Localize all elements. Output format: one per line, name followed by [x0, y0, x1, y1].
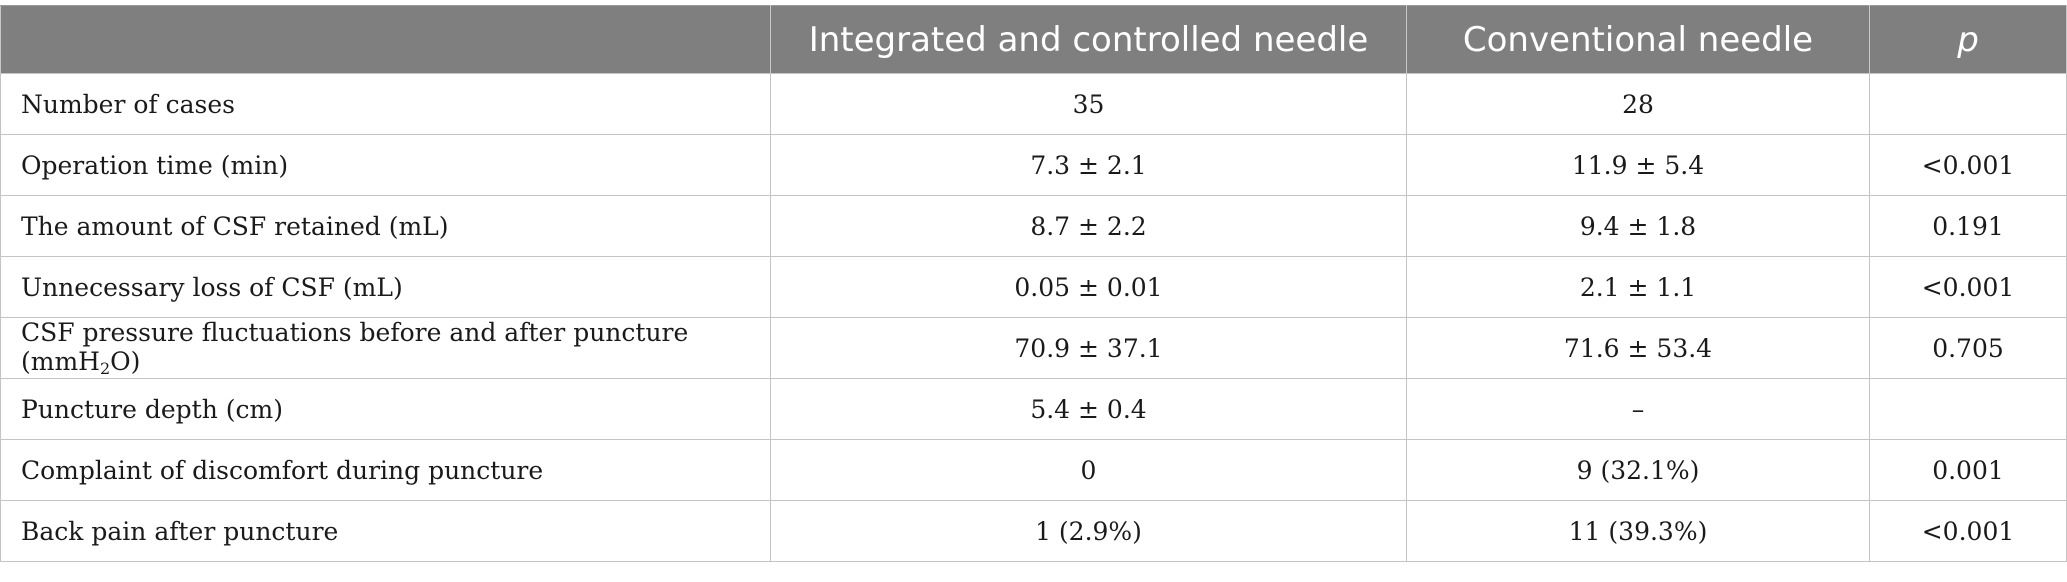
- header-cell-integrated: Integrated and controlled needle: [770, 5, 1407, 74]
- comparison-table: Integrated and controlled needle Convent…: [0, 5, 2067, 562]
- cell-integrated: 35: [770, 73, 1407, 135]
- table-row: The amount of CSF retained (mL) 8.7 ± 2.…: [0, 195, 2067, 257]
- header-row: Integrated and controlled needle Convent…: [0, 5, 2067, 74]
- cell-p: [1869, 378, 2067, 440]
- cell-integrated: 0.05 ± 0.01: [770, 256, 1407, 318]
- cell-conventional: 9.4 ± 1.8: [1406, 195, 1870, 257]
- cell-p: [1869, 73, 2067, 135]
- row-label: Complaint of discomfort during puncture: [0, 439, 771, 501]
- header-cell-label: [0, 5, 771, 74]
- row-label-post: O): [110, 347, 141, 376]
- table-row: Puncture depth (cm) 5.4 ± 0.4 –: [0, 378, 2067, 440]
- table-row: Complaint of discomfort during puncture …: [0, 439, 2067, 501]
- cell-integrated: 7.3 ± 2.1: [770, 134, 1407, 196]
- cell-integrated: 1 (2.9%): [770, 500, 1407, 562]
- cell-conventional: 28: [1406, 73, 1870, 135]
- cell-p: 0.705: [1869, 317, 2067, 379]
- table-row: Number of cases 35 28: [0, 73, 2067, 135]
- cell-conventional: 11.9 ± 5.4: [1406, 134, 1870, 196]
- cell-conventional: 11 (39.3%): [1406, 500, 1870, 562]
- cell-p: <0.001: [1869, 134, 2067, 196]
- cell-p: <0.001: [1869, 500, 2067, 562]
- cell-p: 0.001: [1869, 439, 2067, 501]
- row-label: Operation time (min): [0, 134, 771, 196]
- table-row: Unnecessary loss of CSF (mL) 0.05 ± 0.01…: [0, 256, 2067, 318]
- table-row: CSF pressure fluctuations before and aft…: [0, 317, 2067, 379]
- row-label: The amount of CSF retained (mL): [0, 195, 771, 257]
- row-label: Back pain after puncture: [0, 500, 771, 562]
- header-cell-p: p: [1869, 5, 2067, 74]
- cell-conventional: –: [1406, 378, 1870, 440]
- row-label-subscript: 2: [99, 359, 111, 378]
- cell-integrated: 70.9 ± 37.1: [770, 317, 1407, 379]
- cell-p: 0.191: [1869, 195, 2067, 257]
- header-cell-conventional: Conventional needle: [1406, 5, 1870, 74]
- cell-integrated: 0: [770, 439, 1407, 501]
- row-label: Number of cases: [0, 73, 771, 135]
- cell-integrated: 8.7 ± 2.2: [770, 195, 1407, 257]
- cell-conventional: 2.1 ± 1.1: [1406, 256, 1870, 318]
- row-label: Puncture depth (cm): [0, 378, 771, 440]
- cell-conventional: 71.6 ± 53.4: [1406, 317, 1870, 379]
- table-row: Back pain after puncture 1 (2.9%) 11 (39…: [0, 500, 2067, 562]
- row-label: CSF pressure fluctuations before and aft…: [0, 317, 771, 379]
- row-label-pre: CSF pressure fluctuations before and aft…: [21, 318, 689, 376]
- table-row: Operation time (min) 7.3 ± 2.1 11.9 ± 5.…: [0, 134, 2067, 196]
- row-label: Unnecessary loss of CSF (mL): [0, 256, 771, 318]
- cell-conventional: 9 (32.1%): [1406, 439, 1870, 501]
- comparison-table-container: Integrated and controlled needle Convent…: [0, 5, 2067, 562]
- cell-integrated: 5.4 ± 0.4: [770, 378, 1407, 440]
- cell-p: <0.001: [1869, 256, 2067, 318]
